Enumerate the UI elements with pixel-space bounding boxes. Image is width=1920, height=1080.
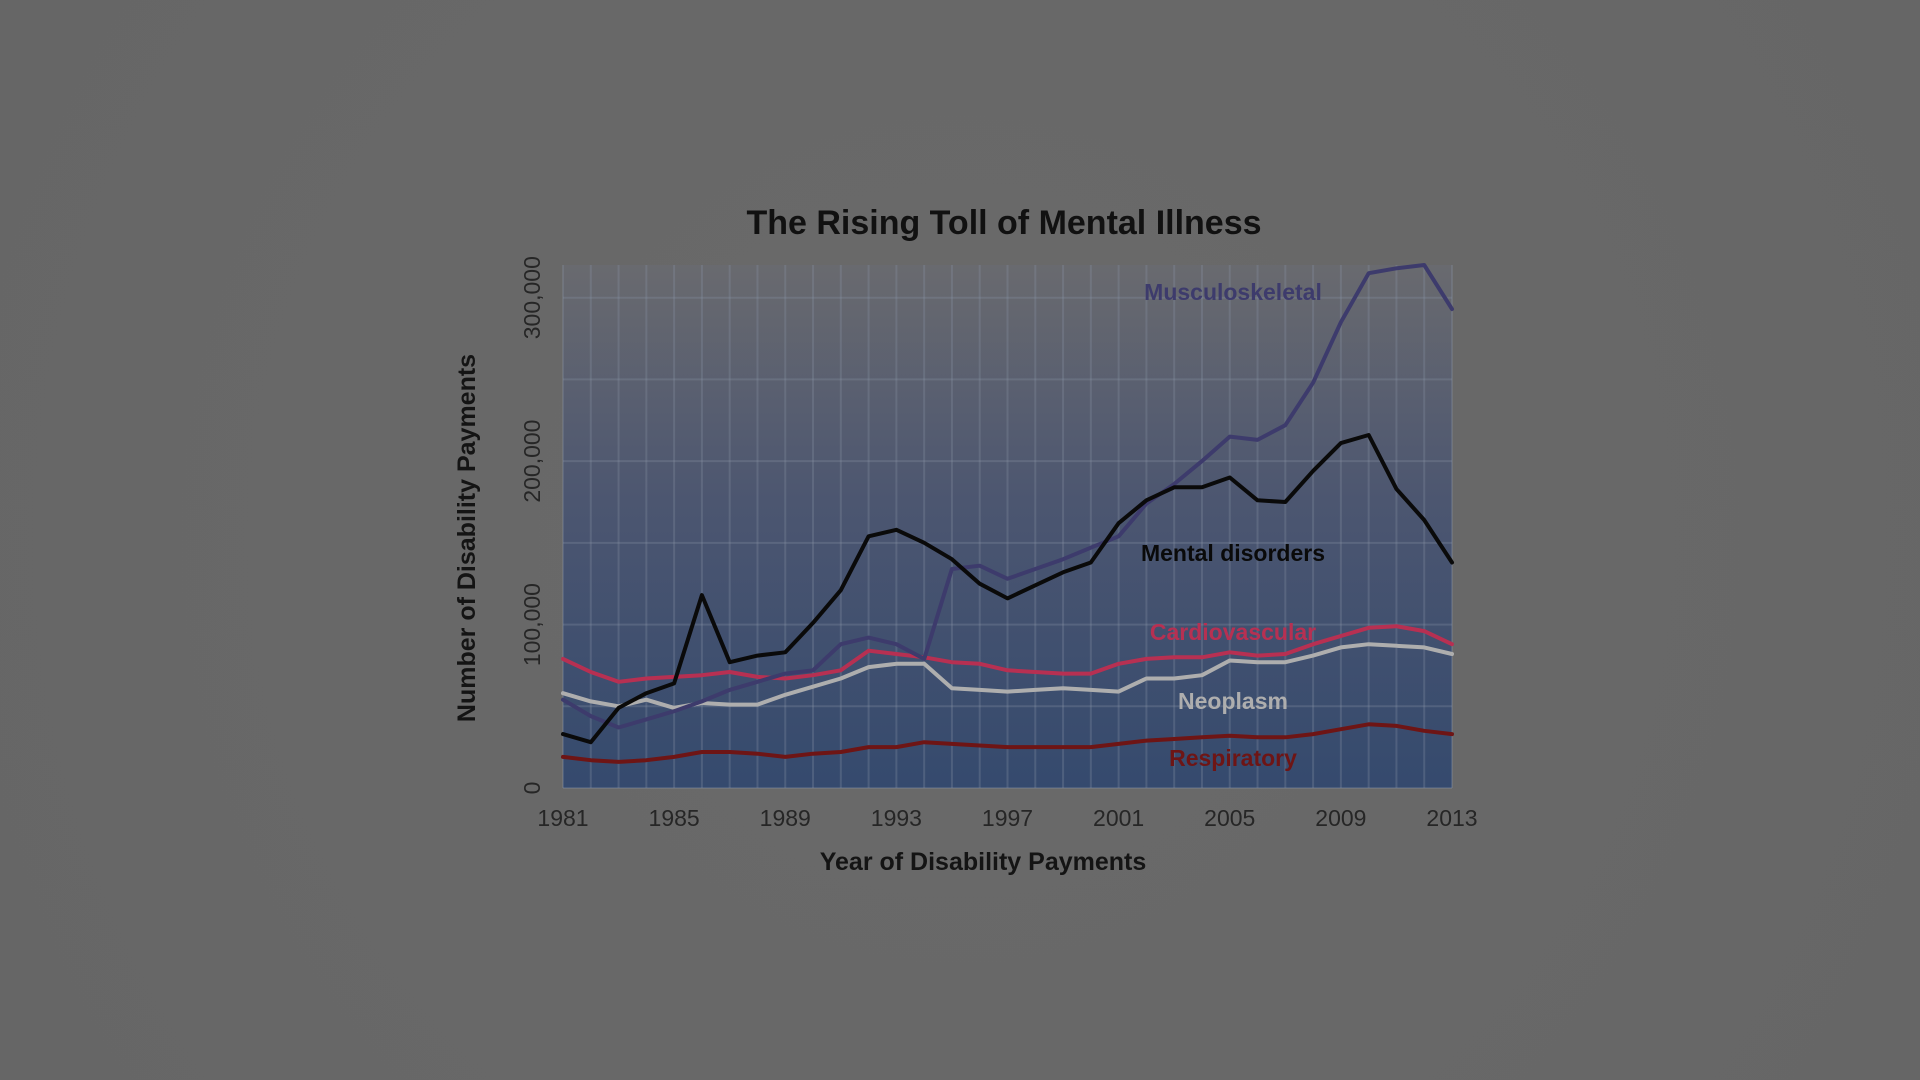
y-tick-label: 0	[519, 782, 545, 795]
chart-title: The Rising Toll of Mental Illness	[746, 204, 1261, 242]
series-label-cardiovascular: Cardiovascular	[1150, 619, 1316, 645]
series-lines	[561, 263, 1454, 764]
series-line-mental-disorders	[561, 433, 1454, 745]
x-tick-label: 2009	[1315, 805, 1366, 831]
y-axis-label: Number of Disability Payments	[453, 354, 481, 722]
series-label-respiratory: Respiratory	[1169, 745, 1297, 771]
x-tick-label: 2005	[1204, 805, 1255, 831]
y-axis-ticks: 0 100,000 200,000 300,000	[519, 256, 545, 794]
y-tick-label: 200,000	[519, 420, 545, 503]
series-line-cardiovascular	[561, 624, 1454, 684]
x-tick-label: 2001	[1093, 805, 1144, 831]
series-line-respiratory	[561, 722, 1454, 764]
y-tick-label: 300,000	[519, 256, 545, 339]
series-line-neoplasm	[561, 642, 1454, 710]
series-label-mental-disorders: Mental disorders	[1141, 540, 1325, 566]
x-tick-label: 1993	[871, 805, 922, 831]
x-tick-label: 1981	[537, 805, 588, 831]
series-labels: Musculoskeletal Mental disorders Cardiovas…	[1141, 279, 1325, 771]
x-axis-label: Year of Disability Payments	[820, 848, 1147, 876]
y-tick-label: 100,000	[519, 583, 545, 666]
series-label-musculoskeletal: Musculoskeletal	[1144, 279, 1322, 305]
series-line-musculoskeletal	[561, 263, 1454, 730]
x-tick-label: 1989	[760, 805, 811, 831]
x-tick-label: 1985	[649, 805, 700, 831]
plot-area	[563, 265, 1452, 788]
x-tick-label: 2013	[1426, 805, 1477, 831]
x-axis-ticks: 1981 1985 1989 1993 1997 2001 2005 2009 2013	[537, 805, 1477, 831]
series-label-neoplasm: Neoplasm	[1178, 688, 1288, 714]
grid	[562, 265, 1453, 789]
x-tick-label: 1997	[982, 805, 1033, 831]
